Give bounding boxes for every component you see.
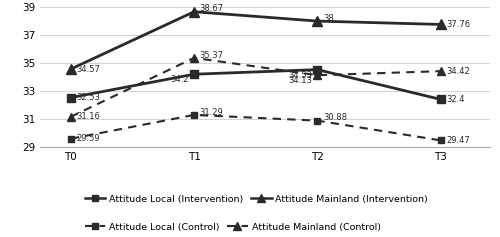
Text: 30.88: 30.88 <box>323 113 347 122</box>
Text: 35.37: 35.37 <box>200 50 224 59</box>
Text: 34.57: 34.57 <box>76 64 100 73</box>
Text: 32.53: 32.53 <box>76 93 100 102</box>
Text: 34.42: 34.42 <box>446 67 470 76</box>
Text: 34.13: 34.13 <box>288 76 312 85</box>
Text: 34.53: 34.53 <box>288 71 312 80</box>
Text: 31.29: 31.29 <box>200 108 224 117</box>
Text: 38.67: 38.67 <box>200 5 224 14</box>
Text: 34.2: 34.2 <box>170 75 188 84</box>
Text: 29.59: 29.59 <box>76 134 100 143</box>
Text: 32.4: 32.4 <box>446 95 464 104</box>
Text: 38: 38 <box>323 14 334 23</box>
Text: 37.76: 37.76 <box>446 20 470 29</box>
Legend: Attitude Local (Control), Attitude Mainland (Control): Attitude Local (Control), Attitude Mainl… <box>80 219 384 235</box>
Text: 31.16: 31.16 <box>76 112 100 121</box>
Text: 29.47: 29.47 <box>446 136 470 145</box>
